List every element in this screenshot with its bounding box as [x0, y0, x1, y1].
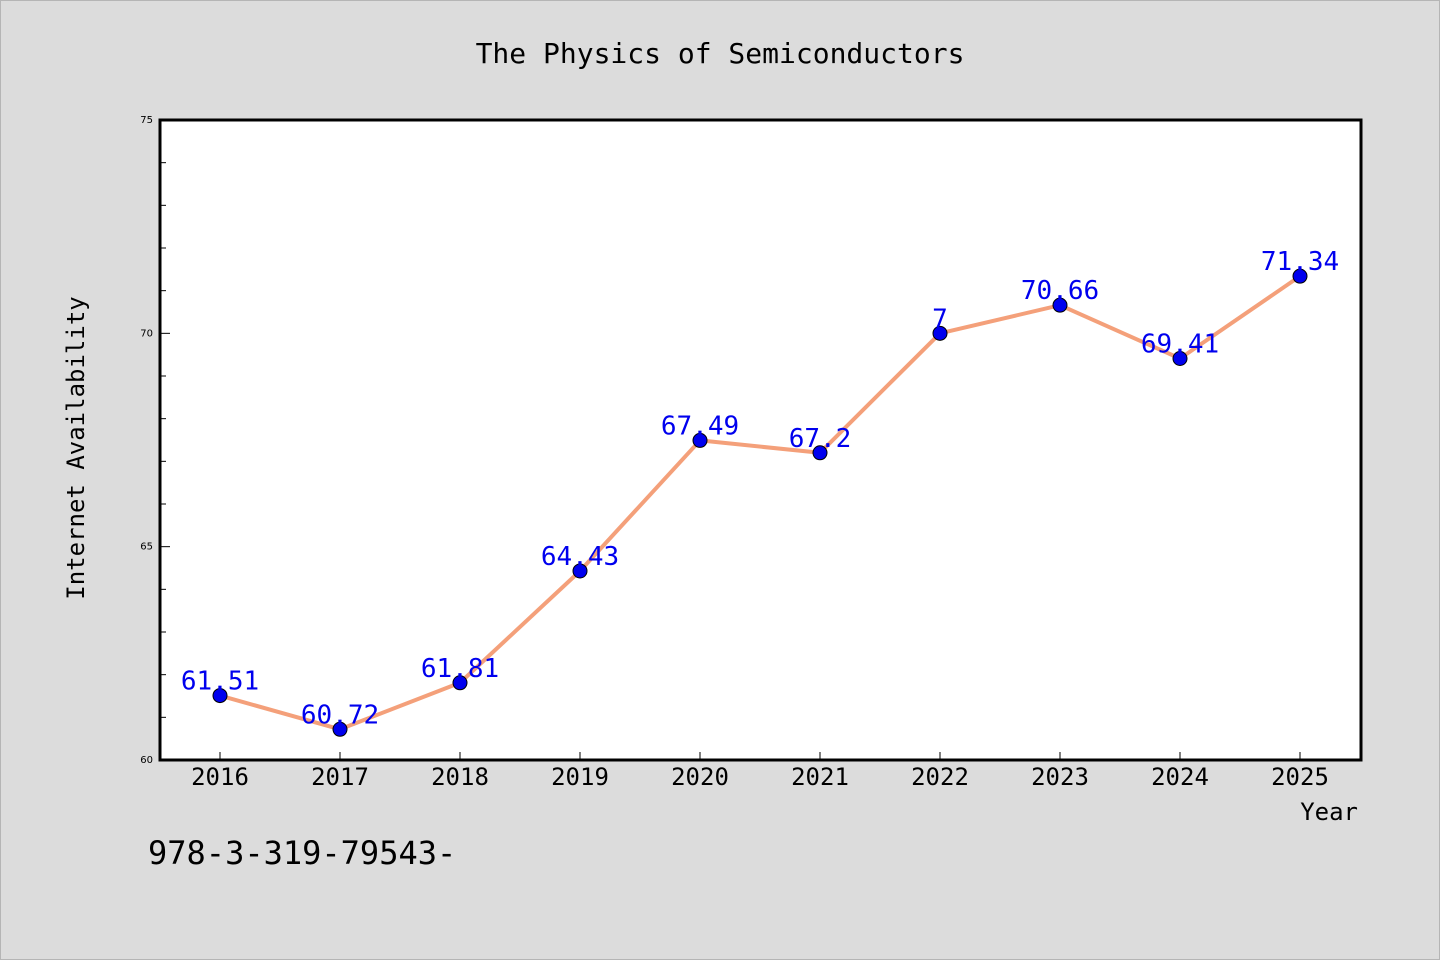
- data-point-marker: [332, 721, 348, 737]
- data-label: 67.2: [789, 424, 852, 454]
- data-point-marker: [812, 445, 828, 461]
- x-tick-label: 2025: [1271, 763, 1329, 791]
- data-label: 60.72: [301, 700, 379, 730]
- data-point-marker: [1172, 351, 1188, 367]
- x-tick-label: 2020: [671, 763, 729, 791]
- x-tick-label: 2024: [1151, 763, 1209, 791]
- x-tick-label: 2023: [1031, 763, 1089, 791]
- data-label: 7: [932, 304, 948, 334]
- y-tick-label: 65: [140, 542, 153, 553]
- data-label: 69.41: [1141, 330, 1219, 360]
- footer-isbn-text: 978-3-319-79543-: [148, 834, 456, 872]
- y-tick-label: 75: [140, 115, 153, 126]
- data-label: 71.34: [1261, 247, 1339, 277]
- x-tick-label: 2022: [911, 763, 969, 791]
- data-point-marker: [452, 675, 468, 691]
- data-label: 64.43: [541, 542, 619, 572]
- data-label: 67.49: [661, 411, 739, 441]
- data-point-marker: [932, 325, 948, 341]
- data-point-marker: [1292, 268, 1308, 284]
- data-point-marker: [572, 563, 588, 579]
- y-tick-label: 70: [140, 328, 153, 339]
- series-line: [219, 274, 1302, 732]
- x-tick-label: 2017: [311, 763, 369, 791]
- data-point-marker: [692, 432, 708, 448]
- data-point-marker: [212, 688, 228, 704]
- x-axis-ticks: 2016 2017 2018 2019 2020 2021 2022 2023 2024 2025: [191, 752, 1329, 791]
- series-group: 61.51 60.72 61.81 64.43 67.49 67.2 7 70.66 69.41…: [181, 247, 1339, 737]
- y-axis-ticks: 60 65 70 75: [140, 115, 170, 766]
- chart-title: The Physics of Semiconductors: [476, 37, 965, 70]
- x-axis-label: Year: [1300, 798, 1358, 826]
- x-tick-label: 2018: [431, 763, 489, 791]
- data-point-marker: [1052, 297, 1068, 313]
- y-axis-label: Internet Availability: [62, 296, 90, 599]
- x-tick-label: 2016: [191, 763, 249, 791]
- data-label: 61.81: [421, 654, 499, 684]
- x-tick-label: 2019: [551, 763, 609, 791]
- x-tick-label: 2021: [791, 763, 849, 791]
- data-label: 61.51: [181, 667, 259, 697]
- data-label: 70.66: [1021, 276, 1099, 306]
- plot-area: [158, 118, 1363, 762]
- y-tick-label: 60: [140, 755, 153, 766]
